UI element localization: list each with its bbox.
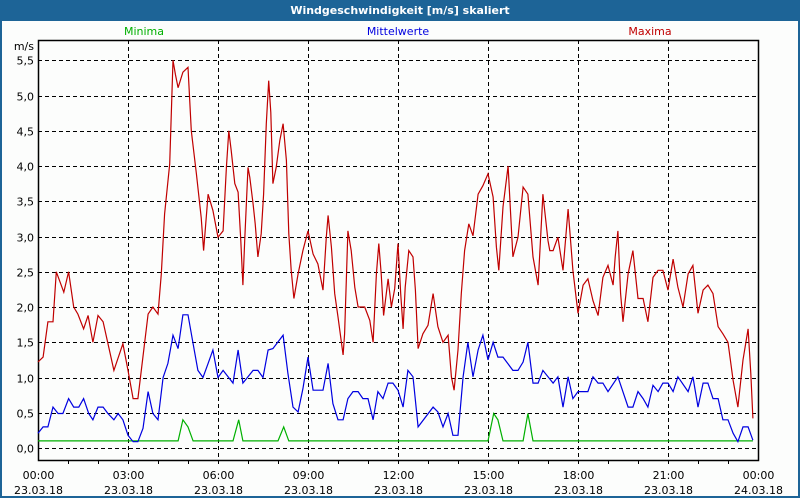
y-axis-unit-label: m/s — [14, 40, 34, 53]
y-tick-label: 1,0 — [17, 373, 35, 386]
axes: 0,0 0,5 1,0 1,5 2,0 2,5 3,0 3,5 4,0 4,5 5,0 5,5 m/s 0… — [14, 39, 783, 497]
y-tick-label: 2,5 — [17, 267, 35, 280]
series-lines — [37, 60, 754, 444]
x-tick-date-label: 23.03.18 — [464, 484, 513, 497]
y-tick-label: 3,0 — [17, 232, 35, 245]
y-tick-label: 5,0 — [17, 91, 35, 104]
x-tick-date-label: 23.03.18 — [194, 484, 243, 497]
x-tick-date-label: 23.03.18 — [284, 484, 333, 497]
x-tick-time-label: 00:00 — [743, 469, 775, 482]
x-tick-time-label: 09:00 — [293, 469, 325, 482]
x-tick-time-label: 06:00 — [203, 469, 235, 482]
x-tick-date-label: 23.03.18 — [14, 484, 63, 497]
y-tick-label: 5,5 — [17, 55, 35, 68]
x-tick-time-label: 21:00 — [653, 469, 685, 482]
x-tick-date-label: 23.03.18 — [644, 484, 693, 497]
legend-mittelwerte: Mittelwerte — [367, 25, 430, 38]
legend-maxima: Maxima — [628, 25, 671, 38]
x-tick-date-label: 23.03.18 — [554, 484, 603, 497]
y-tick-label: 2,0 — [17, 302, 35, 315]
series-line-minima — [38, 411, 753, 442]
plot-frame — [37, 39, 760, 462]
x-tick-date-label: 24.03.18 — [734, 484, 783, 497]
x-tick-time-label: 15:00 — [473, 469, 505, 482]
x-tick-date-label: 23.03.18 — [374, 484, 423, 497]
series-line-maxima — [37, 60, 754, 419]
y-tick-label: 4,5 — [17, 126, 35, 139]
x-tick-time-label: 12:00 — [383, 469, 415, 482]
x-tick-date-label: 23.03.18 — [104, 484, 153, 497]
window-title: Windgeschwindigkeit [m/s] skaliert — [0, 0, 800, 21]
series-line-mittelwerte — [37, 314, 754, 444]
x-tick-time-label: 18:00 — [563, 469, 595, 482]
legend-minima: Minima — [124, 25, 164, 38]
y-tick-label: 0,0 — [17, 443, 35, 456]
x-tick-time-label: 03:00 — [113, 469, 145, 482]
y-tick-label: 4,0 — [17, 161, 35, 174]
y-tick-label: 0,5 — [17, 408, 35, 421]
legend: Minima Mittelwerte Maxima — [124, 25, 672, 38]
y-tick-label: 3,5 — [17, 196, 35, 209]
x-tick-time-label: 00:00 — [23, 469, 55, 482]
y-tick-label: 1,5 — [17, 337, 35, 350]
